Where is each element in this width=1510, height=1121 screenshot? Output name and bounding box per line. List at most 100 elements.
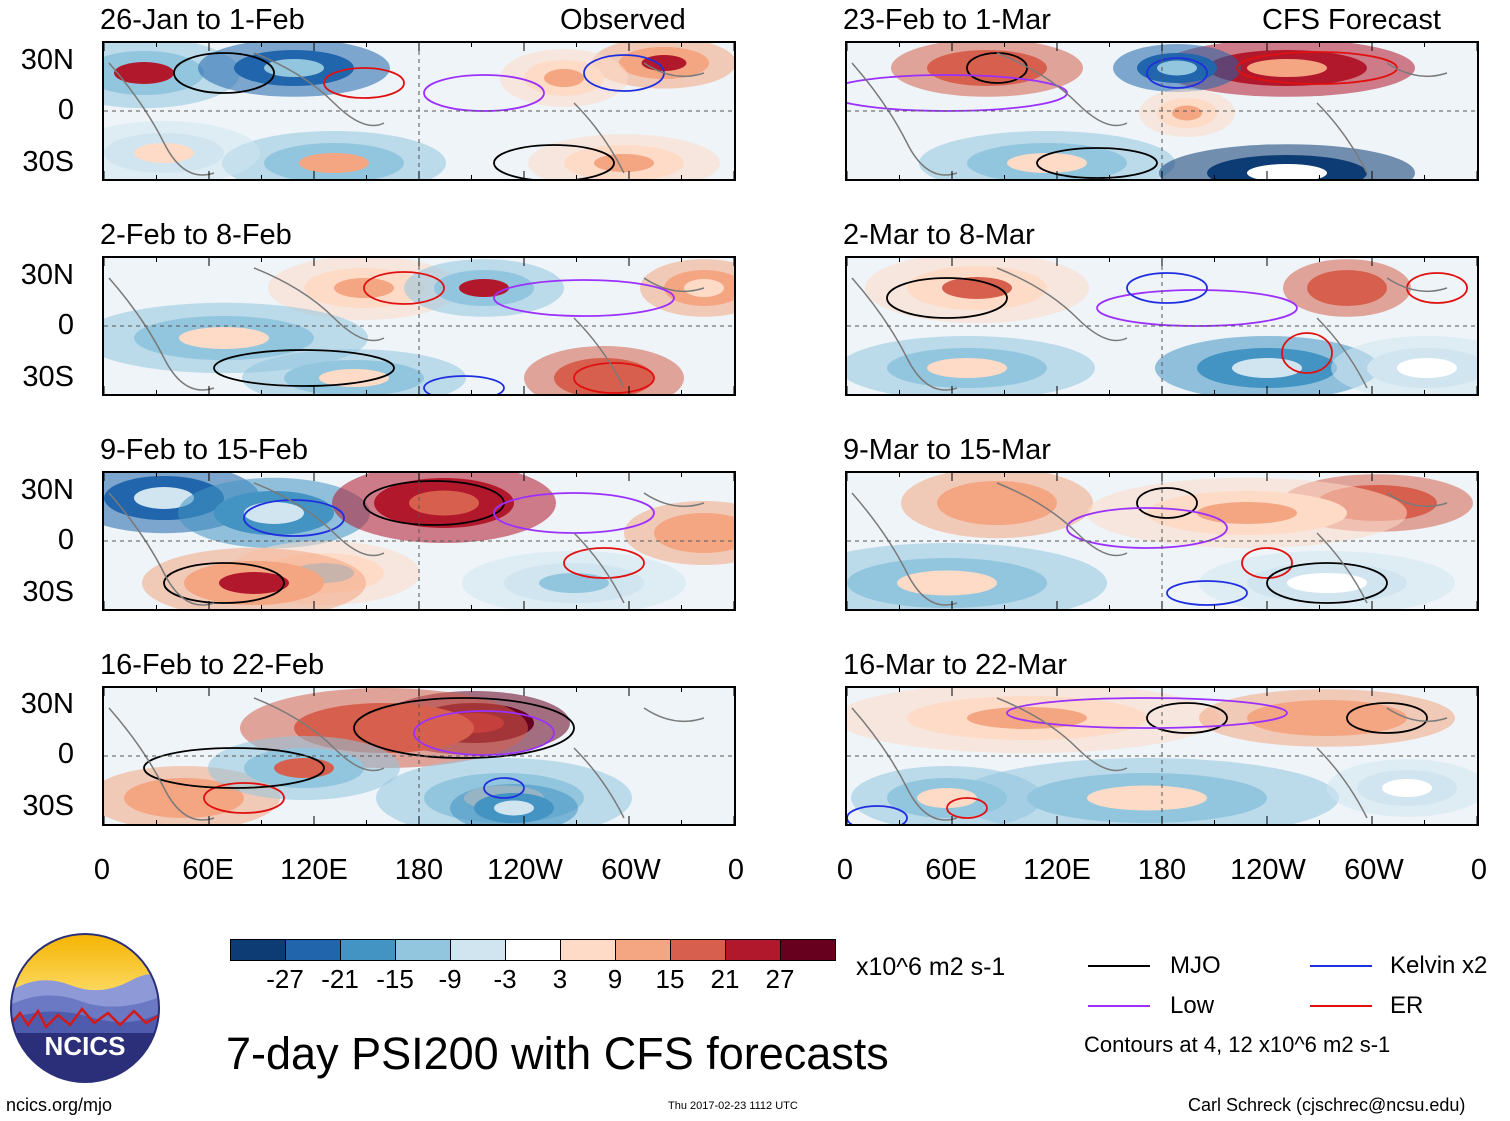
psi-anomaly-core <box>1327 279 1367 297</box>
psi-anomaly-core <box>299 153 369 173</box>
psi-anomaly-core <box>544 69 584 87</box>
forecast-column-label: CFS Forecast <box>1262 4 1441 36</box>
colorbar-label: 9 <box>607 964 623 994</box>
coastline <box>108 267 705 391</box>
lat-label-30n: 30N <box>20 688 74 720</box>
ncics-logo: NCICS <box>10 933 160 1083</box>
contour-line <box>493 279 675 317</box>
lat-label-30s: 30S <box>22 790 74 822</box>
psi200-map <box>102 686 736 826</box>
lat-label-30s: 30S <box>22 576 74 608</box>
contour-line <box>1066 507 1228 549</box>
legend-line-mjo <box>1088 965 1150 967</box>
map-field <box>104 473 734 609</box>
lon-label: 60E <box>182 854 234 886</box>
contour-line <box>163 562 285 604</box>
psi-anomaly-core <box>967 492 1027 514</box>
website-url[interactable]: ncics.org/mjo <box>6 1095 113 1115</box>
colorbar-swatch <box>560 939 616 961</box>
colorbar-swatch <box>450 939 506 961</box>
coastline <box>851 267 1448 391</box>
psi-anomaly-core <box>219 572 289 594</box>
panel-period-title: 16-Mar to 22-Mar <box>843 649 1068 681</box>
psi-anomaly-core <box>494 800 534 816</box>
psi200-map <box>845 41 1479 181</box>
coastline <box>108 52 705 176</box>
contour-line <box>1146 57 1208 89</box>
psi-anomaly-core <box>1287 709 1367 727</box>
colorbar-swatch <box>725 939 781 961</box>
contour-line <box>493 144 615 179</box>
lon-label: 180 <box>394 854 444 886</box>
psi-anomaly-core <box>1007 153 1087 173</box>
psi-anomaly-core <box>957 59 1017 77</box>
psi-anomaly-core <box>1397 358 1457 378</box>
colorbar-label: -15 <box>376 964 414 994</box>
psi-anomaly-core <box>1087 785 1207 811</box>
legend-label-low: Low <box>1170 992 1215 1019</box>
contour-line <box>483 777 525 799</box>
panel-period-title: 16-Feb to 22-Feb <box>100 649 325 681</box>
lat-label-eq: 0 <box>57 94 74 126</box>
coastline <box>851 482 1448 606</box>
colorbar-label: -9 <box>438 964 462 994</box>
psi-anomaly-core <box>679 523 729 543</box>
psi200-map <box>102 41 736 181</box>
lon-label: 120W <box>487 854 563 886</box>
coastline <box>851 697 1448 821</box>
psi-anomaly-core <box>967 707 1087 729</box>
psi-anomaly-core <box>339 715 429 741</box>
contour-line <box>173 52 275 94</box>
logo-text: NCICS <box>45 1031 126 1061</box>
colorbar-label: -3 <box>493 964 517 994</box>
colorbar-label: -27 <box>266 964 304 994</box>
contour-line <box>946 797 988 819</box>
psi-anomaly-core <box>539 573 609 593</box>
colorbar-swatch <box>230 939 286 961</box>
colorbar-swatch <box>670 939 726 961</box>
psi-anomaly-core <box>579 368 629 388</box>
colorbar-swatch <box>505 939 561 961</box>
psi200-map <box>102 471 736 611</box>
psi-anomaly-core <box>594 154 654 172</box>
psi-anomaly-core <box>459 279 509 297</box>
lat-label-eq: 0 <box>57 738 74 770</box>
contour-line <box>573 362 655 394</box>
contour-line <box>413 710 555 756</box>
lat-label-30n: 30N <box>20 44 74 76</box>
map-field <box>847 258 1477 394</box>
psi-anomaly-core <box>409 490 479 516</box>
panel-period-title: 2-Mar to 8-Mar <box>843 219 1035 251</box>
lat-label-eq: 0 <box>57 309 74 341</box>
lon-label: 60E <box>925 854 977 886</box>
map-field <box>104 688 734 824</box>
psi-anomaly-core <box>244 502 304 524</box>
map-field <box>847 688 1477 824</box>
psi-anomaly-core <box>641 55 687 71</box>
colorbar-swatch <box>285 939 341 961</box>
psi-anomaly-core <box>897 570 997 596</box>
map-field <box>847 43 1477 179</box>
colorbar-unit: x10^6 m2 s-1 <box>856 953 1006 981</box>
psi-anomaly-core <box>1197 502 1297 524</box>
coastline <box>851 52 1448 176</box>
contour-line <box>1036 147 1158 179</box>
colorbar-swatch <box>780 939 836 961</box>
psi200-map <box>845 686 1479 826</box>
lat-label-eq: 0 <box>57 524 74 556</box>
legend-line-kelvin <box>1310 965 1372 967</box>
coastline <box>108 482 705 606</box>
author-credit: Carl Schreck (cjschrec@ncsu.edu) <box>1188 1095 1466 1115</box>
psi200-map <box>845 256 1479 396</box>
colorbar-swatch <box>395 939 451 961</box>
timestamp: Thu 2017-02-23 1112 UTC <box>668 1100 798 1112</box>
colorbar-label: -21 <box>321 964 359 994</box>
psi-anomaly-core <box>927 358 1007 378</box>
contours-note: Contours at 4, 12 x10^6 m2 s-1 <box>1084 1032 1391 1057</box>
contour-line <box>243 499 345 537</box>
lon-label: 120E <box>280 854 348 886</box>
contour-line <box>1241 547 1293 579</box>
contour-line <box>213 349 395 387</box>
legend-line-er <box>1310 1005 1372 1007</box>
lon-label: 60W <box>1344 854 1404 886</box>
